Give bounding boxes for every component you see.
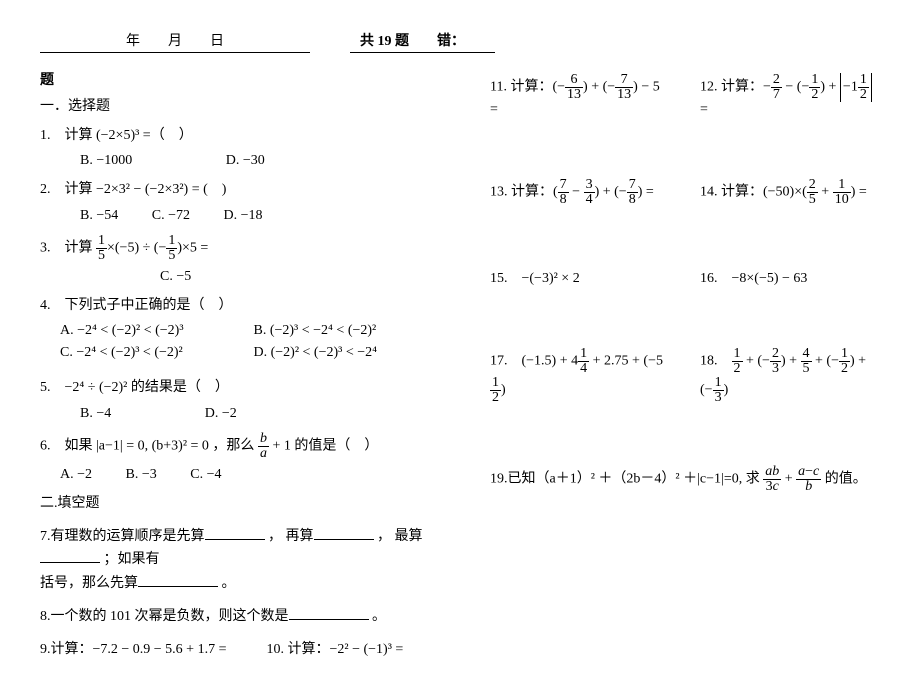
q6-opt-a: A. −2 (60, 467, 92, 483)
q10: 10. 计算：−2² − (−1)³ = (266, 639, 403, 661)
q14: 14. 计算：(−50)×(25 + 110) = (700, 178, 880, 207)
q1-stem: 1. 计算 (−2×5)³ =（ ） (40, 125, 460, 147)
q13: 13. 计算：(78 − 34) + (−78) = (490, 178, 670, 207)
q11: 11. 计算：(−613) + (−713) − 5 = (490, 73, 670, 118)
q16: 16. −8×(−5) − 63 (700, 267, 880, 287)
q5-stem: 5. −2⁴ ÷ (−2)² 的结果是（ ） (40, 377, 460, 399)
q17: 17. (−1.5) + 414 + 2.75 + (−512) (490, 347, 670, 405)
q4-stem: 4. 下列式子中正确的是（ ） (40, 295, 460, 317)
q15: 15. −(−3)² × 2 (490, 267, 670, 287)
ti-label: 题 (40, 69, 460, 89)
q12: 12. 计算：−27 − (−12) + −112 = (700, 73, 880, 118)
q3-stem: 3. 计算 15×(−5) ÷ (−15)×5 = (40, 234, 460, 263)
q2-stem: 2. 计算 −2×3² − (−2×3²) = ( ) (40, 179, 460, 201)
q3-opt-c: C. −5 (160, 269, 191, 285)
q2-opt-d: D. −18 (223, 208, 262, 224)
q19: 19.已知（a＋1）² ＋（2b－4）² ＋|c−1|=0, 求 ab3c + … (490, 465, 880, 494)
q5-opt-b: B. −4 (80, 406, 111, 422)
q5-opt-d: D. −2 (205, 406, 237, 422)
q6-opt-c: C. −4 (190, 467, 221, 483)
q4-opt-c: C. −2⁴ < (−2)³ < (−2)² (60, 345, 250, 361)
q9: 9.计算：−7.2 − 0.9 − 5.6 + 1.7 = (40, 639, 226, 661)
q4-opt-a: A. −2⁴ < (−2)² < (−2)³ (60, 323, 250, 339)
q8: 8.一个数的 101 次幂是负数，则这个数是 。 (40, 605, 460, 628)
section-2: 二.填空题 (40, 493, 460, 515)
date-field: 年 月 日 (40, 30, 310, 53)
q1-opt-b: B. −1000 (80, 153, 132, 169)
q6-stem: 6. 如果 |a−1| = 0, (b+3)² = 0 ，那么 ba + 1 的… (40, 432, 460, 461)
q7: 7.有理数的运算顺序是先算 ， 再算 ， 最算 ；如果有 括号，那么先算 。 (40, 525, 460, 595)
q1-opt-d: D. −30 (226, 153, 265, 169)
count-field: 共 19 题 错： (350, 30, 495, 53)
q18: 18. 12 + (−23) + 45 + (−12) + (−13) (700, 347, 880, 405)
q2-opt-c: C. −72 (152, 208, 190, 224)
section-1: 一．选择题 (40, 95, 460, 115)
q4-opt-d: D. (−2)² < (−2)³ < −2⁴ (254, 345, 444, 361)
q6-opt-b: B. −3 (126, 467, 157, 483)
q4-opt-b: B. (−2)³ < −2⁴ < (−2)² (254, 323, 444, 339)
q2-opt-b: B. −54 (80, 208, 118, 224)
